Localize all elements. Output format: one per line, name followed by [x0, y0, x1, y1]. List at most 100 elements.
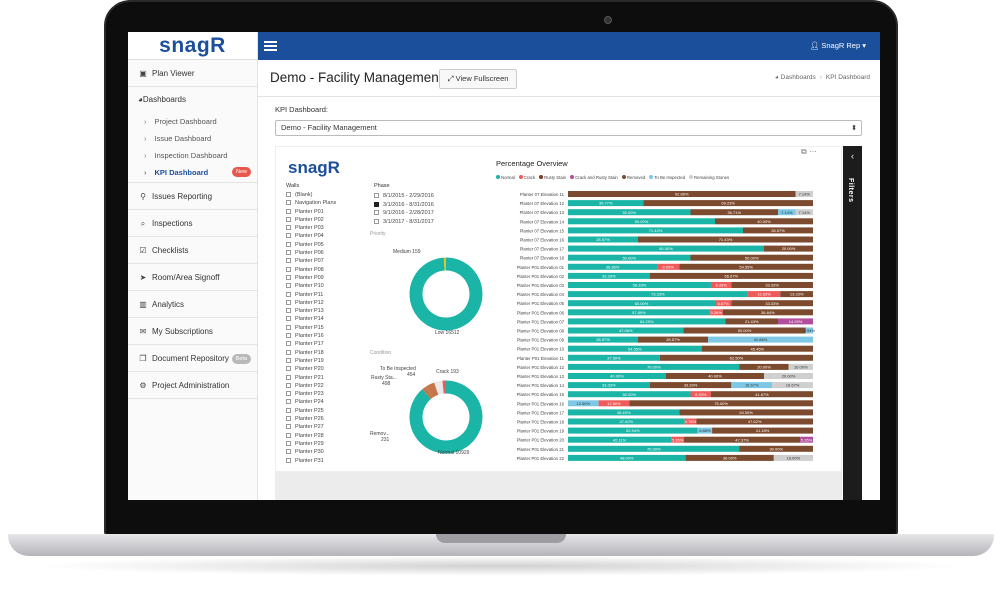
checkbox[interactable]: [286, 250, 291, 256]
bar-segment-normal[interactable]: [568, 309, 710, 316]
phase-filter-item[interactable]: 9/1/2016 - 2/28/2017: [374, 209, 464, 218]
checkbox[interactable]: [286, 274, 291, 280]
checkbox[interactable]: [286, 416, 291, 422]
bar-segment-normal[interactable]: [568, 254, 691, 261]
wall-filter-item[interactable]: Planter P27: [286, 423, 366, 431]
nav-project-dashboard[interactable]: › Project Dashboard: [128, 113, 257, 130]
checkbox[interactable]: [374, 210, 379, 215]
checkbox[interactable]: [286, 457, 291, 463]
checkbox[interactable]: [286, 299, 291, 305]
wall-filter-item[interactable]: (Blank): [286, 191, 366, 199]
checkbox[interactable]: [286, 283, 291, 289]
bar-segment-normal[interactable]: [568, 373, 666, 379]
nav-my-subscriptions[interactable]: ✉ My Subscriptions: [128, 318, 257, 345]
bar-segment-tbi[interactable]: [731, 382, 773, 389]
bar-segment-tbi[interactable]: [805, 327, 813, 334]
nav-dashboards[interactable]: ◕Dashboards: [128, 87, 257, 113]
checkbox[interactable]: [286, 225, 291, 231]
nav-checklists[interactable]: ☑ Checklists: [128, 237, 257, 264]
bar-segment-normal[interactable]: [568, 354, 660, 361]
bar-segment-crack[interactable]: [709, 309, 723, 316]
wall-filter-item[interactable]: Planter P22: [286, 382, 366, 390]
bar-segment-remaining[interactable]: [773, 454, 813, 461]
bar-segment-normal[interactable]: [568, 318, 726, 325]
bar-segment-remaining[interactable]: [795, 191, 813, 197]
bar-segment-removed[interactable]: [739, 363, 789, 370]
bar-segment-normal[interactable]: [568, 345, 702, 352]
bar-segment-normal[interactable]: [568, 382, 650, 389]
bar-segment-normal[interactable]: [568, 227, 744, 234]
view-fullscreen-button[interactable]: ⤢ View Fullscreen: [439, 69, 517, 89]
checkbox[interactable]: [286, 241, 291, 247]
bar-segment-remaining[interactable]: [795, 209, 813, 216]
bar-segment-crack_rusty[interactable]: [800, 436, 813, 443]
bar-segment-tbi[interactable]: [697, 427, 713, 434]
bar-segment-crack[interactable]: [657, 263, 680, 270]
bar-segment-removed[interactable]: [643, 200, 813, 207]
bar-segment-removed[interactable]: [710, 391, 813, 398]
bar-segment-removed[interactable]: [690, 209, 778, 216]
bar-segment-removed[interactable]: [731, 300, 813, 307]
checkbox[interactable]: [286, 424, 291, 430]
wall-filter-item[interactable]: Planter P11: [286, 291, 366, 299]
bar-segment-normal[interactable]: [568, 445, 740, 452]
checkbox[interactable]: [286, 432, 291, 438]
checkbox[interactable]: [286, 308, 291, 314]
wall-filter-item[interactable]: Planter P08: [286, 266, 366, 274]
checkbox[interactable]: [286, 233, 291, 239]
checkbox[interactable]: [286, 374, 291, 380]
wall-filter-item[interactable]: Planter P20: [286, 365, 366, 373]
bar-segment-normal[interactable]: [568, 454, 686, 461]
nav-document-repository[interactable]: ❐ Document Repository Beta: [128, 345, 257, 372]
bar-segment-removed[interactable]: [637, 236, 813, 243]
checkbox[interactable]: [286, 333, 291, 339]
checkbox[interactable]: [374, 201, 379, 207]
checkbox[interactable]: [286, 341, 291, 347]
wall-filter-item[interactable]: Planter P03: [286, 224, 366, 232]
bar-segment-normal[interactable]: [568, 436, 672, 443]
bar-segment-removed[interactable]: [690, 254, 814, 261]
kpi-dashboard-select[interactable]: Demo - Facility Management ⬍: [275, 120, 862, 136]
checkbox[interactable]: [286, 349, 291, 355]
checkbox[interactable]: [286, 266, 291, 272]
bar-segment-removed[interactable]: [684, 436, 801, 443]
bar-segment-normal[interactable]: [568, 327, 684, 334]
nav-inspection-dashboard[interactable]: › Inspection Dashboard: [128, 147, 257, 164]
nav-issue-dashboard[interactable]: › Issue Dashboard: [128, 130, 257, 147]
bar-segment-crack[interactable]: [747, 291, 781, 298]
condition-slice-normal[interactable]: [409, 380, 483, 454]
bar-segment-normal[interactable]: [568, 282, 711, 288]
user-menu[interactable]: 👤︎ SnagR Rep ▾: [810, 32, 866, 60]
wall-filter-item[interactable]: Planter P24: [286, 398, 366, 406]
bar-segment-removed[interactable]: [679, 409, 813, 416]
menu-icon[interactable]: [264, 41, 277, 51]
checkbox[interactable]: [286, 391, 291, 397]
bar-segment-normal[interactable]: [568, 418, 685, 425]
bar-segment-removed[interactable]: [696, 418, 813, 425]
condition-slice-rusty-stain[interactable]: [425, 382, 439, 398]
bar-segment-removed[interactable]: [637, 336, 708, 343]
bar-segment-normal[interactable]: [568, 236, 638, 243]
more-options-icon[interactable]: ···: [808, 147, 817, 156]
wall-filter-item[interactable]: Planter P23: [286, 390, 366, 398]
wall-filter-item[interactable]: Planter P05: [286, 241, 366, 249]
bar-segment-normal[interactable]: [568, 200, 644, 207]
wall-filter-item[interactable]: Planter P09: [286, 274, 366, 282]
bar-segment-normal[interactable]: [568, 427, 698, 434]
bar-segment-removed[interactable]: [739, 445, 814, 452]
bar-segment-removed[interactable]: [731, 282, 813, 288]
bar-segment-removed[interactable]: [649, 272, 813, 279]
bar-segment-normal[interactable]: [568, 272, 650, 279]
bar-segment-removed[interactable]: [659, 354, 813, 361]
bar-segment-removed[interactable]: [725, 318, 779, 325]
bar-segment-tbi[interactable]: [568, 400, 599, 407]
filters-pane[interactable]: ‹ Filters: [843, 146, 862, 500]
wall-filter-item[interactable]: Planter P07: [286, 257, 366, 265]
checkbox[interactable]: [286, 449, 291, 455]
bar-segment-removed[interactable]: [722, 309, 813, 316]
bar-segment-crack_rusty[interactable]: [778, 318, 814, 325]
checkbox[interactable]: [286, 208, 291, 214]
nav-room-area-signoff[interactable]: ➤ Room/Area Signoff: [128, 264, 257, 291]
wall-filter-item[interactable]: Planter P12: [286, 299, 366, 307]
nav-kpi-dashboard[interactable]: › KPI Dashboard New: [128, 164, 257, 183]
